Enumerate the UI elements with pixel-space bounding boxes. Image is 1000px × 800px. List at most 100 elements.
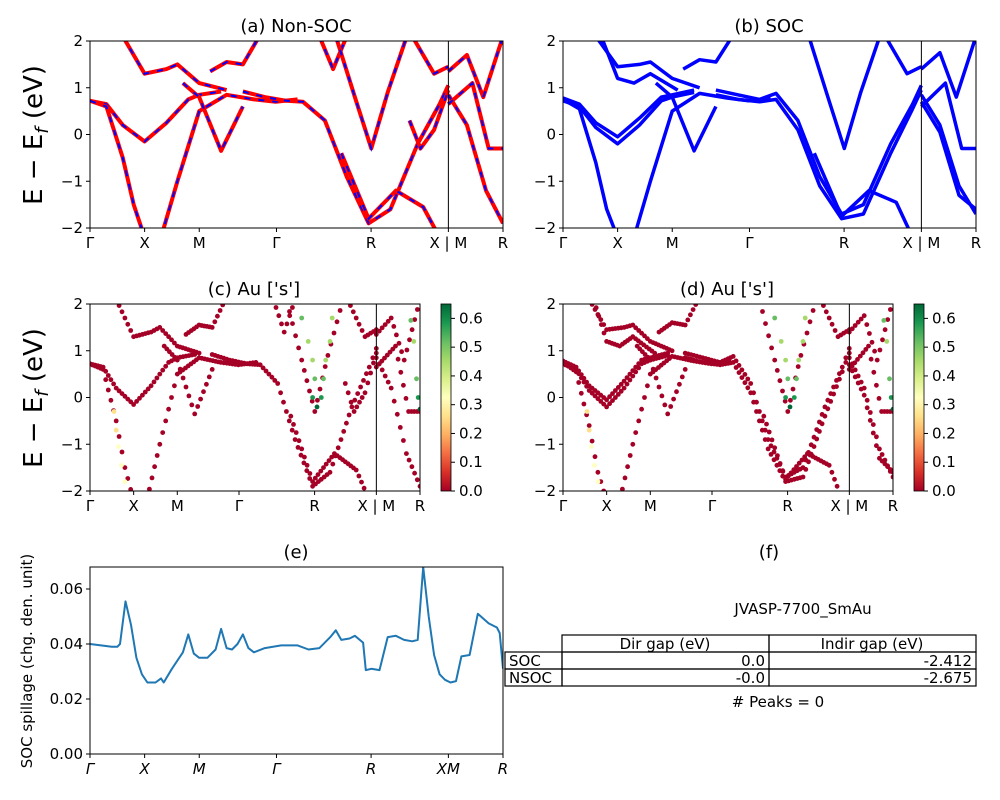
axes-frame: [89, 566, 504, 755]
projection-point: [733, 365, 739, 370]
projection-point: [103, 377, 109, 383]
projection-point: [791, 467, 797, 473]
projection-point: [290, 305, 295, 310]
projection-point: [596, 313, 602, 319]
projection-point: [119, 309, 125, 315]
projection-point: [307, 471, 313, 476]
projection-point: [592, 454, 598, 460]
projection-point: [748, 390, 754, 396]
projection-point: [811, 444, 817, 449]
projection-point: [284, 321, 290, 327]
projection-point: [866, 343, 871, 349]
projection-point-weighted: [414, 376, 419, 382]
projection-point: [839, 364, 845, 370]
projection-point: [359, 328, 365, 333]
band-line-blue: [919, 100, 976, 211]
projection-point: [867, 410, 873, 415]
projection-point: [745, 376, 751, 382]
colorbar-tick-label: 0.3: [932, 396, 956, 414]
projection-point: [760, 309, 765, 314]
band-line-red: [181, 81, 245, 153]
projection-point: [195, 404, 201, 409]
xtick-label: Γ: [708, 497, 717, 515]
projection-point: [154, 453, 160, 458]
projection-point: [394, 332, 399, 338]
projection-point: [152, 464, 158, 470]
projection-point: [382, 373, 388, 379]
projection-point: [630, 373, 636, 379]
projection-point: [401, 382, 406, 388]
projection-point: [768, 443, 774, 449]
projection-point-weighted: [783, 395, 788, 400]
projection-point: [263, 368, 269, 374]
projection-point: [147, 486, 152, 491]
projection-point: [344, 420, 349, 426]
table-row-nsoc-label: NSOC: [509, 669, 552, 687]
projection-point: [759, 427, 765, 433]
table-header-indir-gap: Indir gap (eV): [821, 635, 924, 653]
projection-point: [739, 375, 745, 380]
projection-point: [163, 363, 169, 369]
projection-point: [312, 409, 318, 414]
projection-point: [326, 458, 332, 463]
projection-point: [645, 383, 650, 389]
gap-table: [504, 634, 977, 687]
projection-point: [128, 328, 134, 333]
panel-c-plot: −2 −1 0 1 2 Γ X M Γ R X | M R: [61, 295, 425, 515]
band-line-blue-dashed: [340, 152, 436, 228]
projection-point: [406, 457, 412, 463]
projection-point: [163, 331, 169, 336]
projection-point-weighted: [887, 376, 892, 382]
projection-point-weighted: [589, 444, 594, 449]
projection-point: [288, 413, 294, 419]
xtick-label: X | M: [830, 497, 868, 515]
projection-point: [212, 319, 218, 325]
panel-e-title: (e): [283, 542, 308, 563]
projection-point: [783, 476, 788, 482]
ytick-label: −2: [61, 482, 83, 500]
projection-point: [401, 357, 407, 363]
projection-point: [362, 390, 368, 396]
projection-point: [874, 382, 879, 388]
projection-point: [622, 475, 628, 481]
xtick-label: X | M: [357, 497, 395, 515]
projection-point: [269, 374, 275, 380]
projection-point: [388, 385, 394, 391]
projection-point: [607, 394, 612, 400]
projection-point: [818, 297, 823, 302]
xtick-label: M: [171, 497, 184, 515]
projection-point: [589, 304, 595, 307]
projection-point: [682, 367, 688, 372]
projection-point: [604, 397, 609, 403]
projection-point-weighted: [890, 406, 893, 412]
xtick-label: Γ: [272, 234, 281, 252]
projection-point: [169, 395, 174, 400]
projection-point: [111, 381, 116, 387]
projection-point: [639, 406, 644, 412]
projection-point: [772, 445, 778, 451]
projection-point-weighted: [595, 479, 601, 484]
projection-point: [329, 454, 335, 460]
projection-point: [587, 297, 592, 302]
projection-point: [877, 347, 883, 353]
band-line-blue-dashed: [447, 94, 503, 224]
xtick-label: R: [498, 234, 508, 252]
colorbar-gradient: [913, 303, 925, 492]
projection-point: [888, 307, 893, 312]
projection-point: [870, 430, 876, 436]
band-line-blue-dashed: [242, 84, 450, 225]
projection-point: [839, 369, 845, 375]
projection-point: [385, 318, 391, 324]
projection-point: [404, 451, 409, 456]
projection-point: [395, 356, 401, 362]
projection-point: [198, 396, 204, 402]
projection-point: [774, 368, 780, 373]
projection-point: [388, 315, 394, 321]
projection-point: [412, 317, 418, 322]
projection-point: [832, 476, 837, 482]
projection-point: [863, 347, 869, 352]
projection-point: [301, 368, 307, 373]
band-line-blue: [920, 81, 976, 151]
projection-point: [880, 337, 885, 343]
projection-point: [668, 404, 674, 409]
